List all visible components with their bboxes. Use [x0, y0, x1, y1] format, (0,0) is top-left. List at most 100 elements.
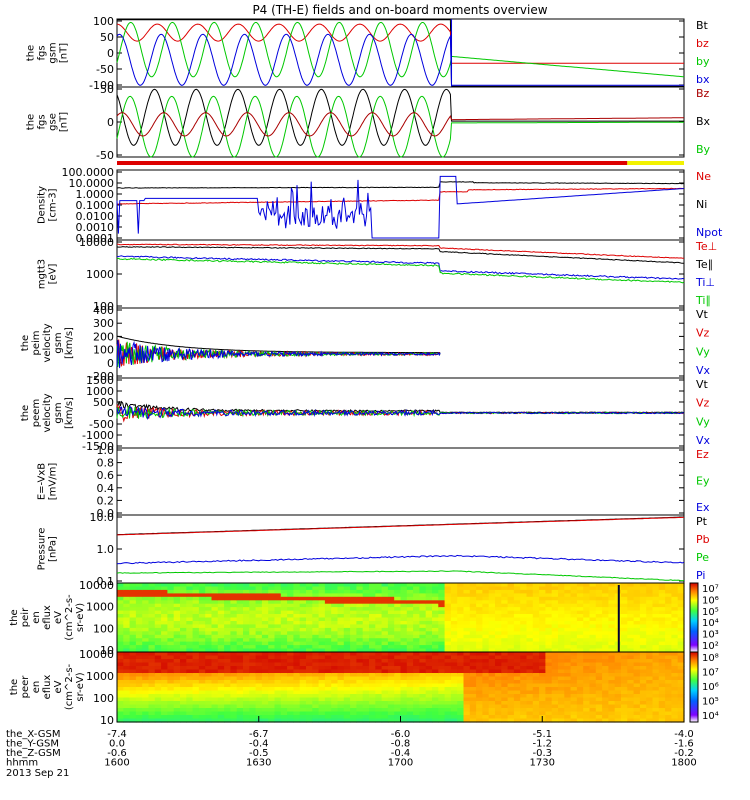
spectrogram-cell	[621, 610, 628, 615]
spectrogram-cell	[180, 669, 187, 674]
spectrogram-cell	[331, 593, 339, 598]
spectrogram-cell	[520, 586, 528, 591]
spectrogram-cell	[312, 600, 320, 605]
y-axis-label: en	[31, 611, 42, 624]
spectrogram-cell	[318, 683, 326, 688]
spectrogram-cell	[306, 614, 313, 618]
spectrogram-cell	[532, 673, 540, 678]
spectrogram-cell	[249, 600, 257, 605]
spectrogram-cell	[495, 652, 502, 657]
spectrogram-cell	[312, 583, 320, 587]
spectrogram-cell	[513, 624, 521, 629]
spectrogram-cell	[425, 634, 433, 639]
spectrogram-cell	[337, 708, 345, 713]
spectrogram-cell	[255, 593, 263, 598]
spectrogram-cell	[450, 680, 458, 685]
spectrogram-cell	[230, 711, 238, 716]
spectrogram-cell	[457, 600, 465, 605]
spectrogram-cell	[180, 715, 187, 720]
spectrogram-cell	[602, 596, 609, 601]
spectrogram-cell	[142, 659, 150, 664]
spectrogram-cell	[173, 683, 181, 688]
spectrogram-cell	[261, 596, 269, 601]
spectrogram-cell	[602, 600, 609, 605]
spectrogram-cell	[274, 701, 282, 706]
spectrogram-cell	[400, 655, 408, 660]
spectrogram-cell	[627, 638, 635, 643]
spectrogram-cell	[652, 683, 660, 688]
spectrogram-cell	[268, 708, 276, 713]
spectrogram-cell	[633, 593, 641, 598]
spectrogram-cell	[387, 586, 395, 591]
spectrogram-cell	[261, 704, 269, 709]
spectrogram-cell	[671, 655, 679, 660]
spectrogram-cell	[161, 593, 168, 598]
spectrogram-cell	[280, 624, 288, 629]
spectrogram-cell	[595, 645, 603, 650]
spectrogram-cell	[362, 662, 370, 667]
spectrogram-cell	[476, 687, 483, 692]
spectrogram-cell	[432, 715, 439, 720]
spectrogram-cell	[608, 631, 616, 636]
spectrogram-cell	[520, 600, 528, 605]
spectrogram-cell	[432, 638, 439, 643]
spectrogram-cell	[646, 617, 654, 622]
spectrogram-cell	[665, 589, 672, 594]
spectrogram-cell	[299, 638, 307, 643]
spectrogram-cell	[331, 694, 339, 699]
spectrogram-cell	[337, 690, 345, 695]
spectrogram-cell	[142, 596, 150, 601]
spectrogram-cell	[444, 662, 452, 667]
spectrogram-cell	[589, 624, 597, 629]
spectrogram-cell	[520, 708, 528, 713]
spectrogram-cell	[513, 687, 521, 692]
spectrogram-cell	[180, 690, 187, 695]
spectrogram-cell	[167, 645, 175, 650]
spectrogram-cell	[463, 593, 471, 598]
spectrogram-cell	[224, 610, 231, 615]
spectrogram-cell	[507, 610, 515, 615]
y-axis-label: [km/s]	[64, 327, 75, 359]
spectrogram-cell	[602, 634, 609, 639]
spectrogram-cell	[217, 600, 225, 605]
spectrogram-cell	[205, 634, 213, 639]
spectrogram-cell	[331, 596, 339, 601]
spectrogram-cell	[180, 655, 187, 660]
spectrogram-cell	[677, 617, 685, 622]
spectrogram-cell	[463, 715, 471, 720]
spectrogram-cell	[243, 662, 250, 667]
spectrogram-cell	[274, 708, 282, 713]
spectrogram-cell	[167, 715, 175, 720]
spectrogram-cell	[280, 596, 288, 601]
spectrogram-cell	[627, 645, 635, 650]
spectrogram-cell	[507, 596, 515, 601]
spectrogram-cell	[268, 680, 276, 685]
spectrogram-cell	[450, 617, 458, 622]
spectrogram-cell	[148, 701, 156, 706]
spectrogram-cell	[671, 648, 679, 653]
spectrogram-cell	[387, 610, 395, 615]
spectrogram-cell	[621, 596, 628, 601]
spectrogram-cell	[450, 638, 458, 643]
spectrogram-cell	[646, 614, 654, 618]
spectrogram-cell	[261, 683, 269, 688]
spectrogram-cell	[161, 659, 168, 664]
spectrogram-cell	[602, 586, 609, 591]
spectrogram-cell	[306, 676, 313, 681]
spectrogram-cell	[173, 638, 181, 643]
spectrogram-cell	[551, 652, 559, 657]
x-row-value: -6.7	[249, 729, 269, 740]
spectrogram-cell	[419, 718, 427, 723]
spectrogram-cell	[482, 666, 490, 671]
spectrogram-cell	[444, 641, 452, 646]
spectrogram-cell	[652, 648, 660, 653]
spectrogram-cell	[671, 617, 679, 622]
spectrogram-cell	[476, 641, 483, 646]
spectrogram-cell	[394, 586, 402, 591]
spectrogram-cell	[413, 715, 420, 720]
spectrogram-cell	[419, 701, 427, 706]
y-axis-label: [mV/m]	[48, 463, 59, 501]
spectrogram-cell	[268, 655, 276, 660]
spectrogram-cell	[205, 624, 213, 629]
spectrogram-cell	[646, 676, 654, 681]
